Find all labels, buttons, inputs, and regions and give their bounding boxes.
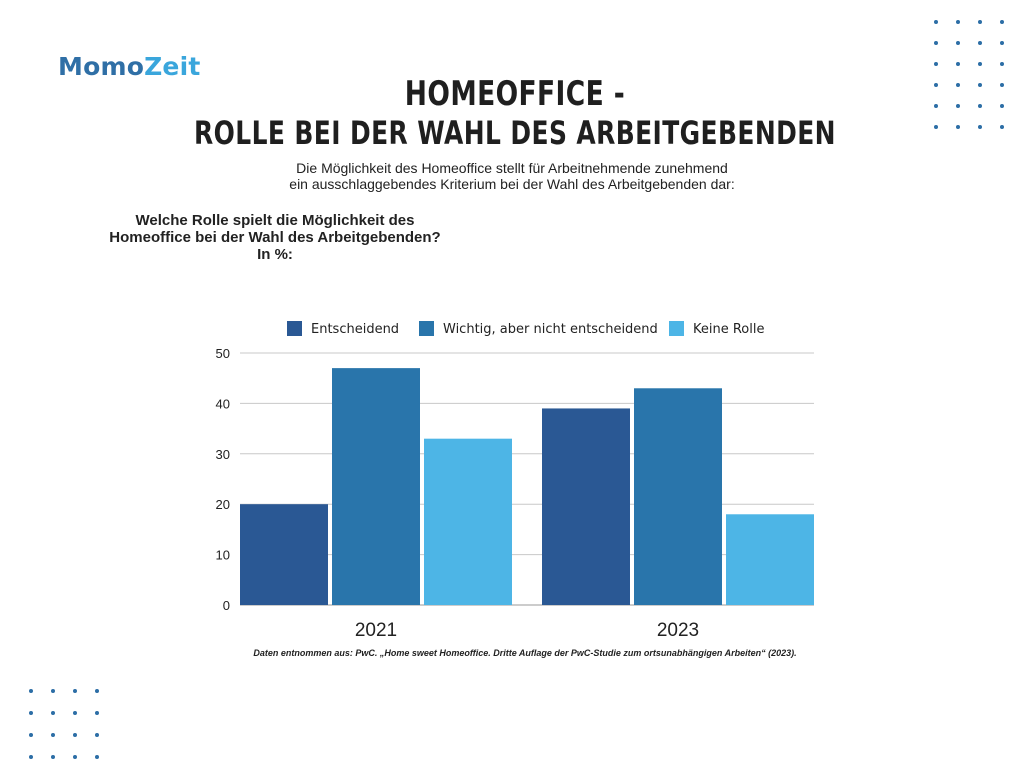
x-tick-label: 2023	[657, 620, 699, 641]
bar-2023-2	[634, 388, 722, 605]
bar-2023-3	[726, 514, 814, 605]
legend-label: Wichtig, aber nicht entscheidend	[443, 322, 658, 337]
decorative-dots-top-right	[934, 20, 1004, 129]
legend-swatch	[419, 321, 434, 336]
page-subtitle: Die Möglichkeit des Homeoffice stellt fü…	[0, 160, 1024, 192]
question-line2: Homeoffice bei der Wahl des Arbeitgebend…	[109, 229, 441, 246]
legend-label: Entscheidend	[311, 322, 399, 337]
legend-swatch	[669, 321, 684, 336]
page-title-line2: ROLLE BEI DER WAHL DES ARBEITGEBENDEN	[194, 114, 836, 152]
y-tick-label: 40	[216, 396, 230, 411]
legend-label: Keine Rolle	[693, 322, 764, 337]
subtitle-line1: Die Möglichkeit des Homeoffice stellt fü…	[296, 160, 728, 176]
x-tick-label: 2021	[355, 620, 397, 641]
bar-2021-1	[240, 504, 328, 605]
chart-question: Welche Rolle spielt die Möglichkeit des …	[95, 212, 455, 263]
momozeit-logo: MomoZeit	[58, 52, 201, 81]
y-tick-label: 30	[216, 447, 230, 462]
subtitle-line2: ein ausschlaggebendes Kriterium bei der …	[289, 176, 735, 192]
bar-2021-2	[332, 368, 420, 605]
y-tick-label: 50	[216, 346, 230, 361]
source-note: Daten entnommen aus: PwC. „Home sweet Ho…	[253, 648, 797, 658]
y-tick-label: 0	[223, 598, 230, 613]
decorative-dots-bottom-left	[29, 689, 99, 759]
question-line1: Welche Rolle spielt die Möglichkeit des	[135, 212, 415, 229]
unit-label: In %:	[257, 246, 293, 263]
y-tick-label: 20	[216, 497, 230, 512]
y-tick-label: 10	[216, 548, 230, 563]
legend-swatch	[287, 321, 302, 336]
bar-2023-1	[542, 408, 630, 605]
page-title-line1: HOMEOFFICE -	[404, 74, 626, 114]
bar-2021-3	[424, 438, 512, 605]
